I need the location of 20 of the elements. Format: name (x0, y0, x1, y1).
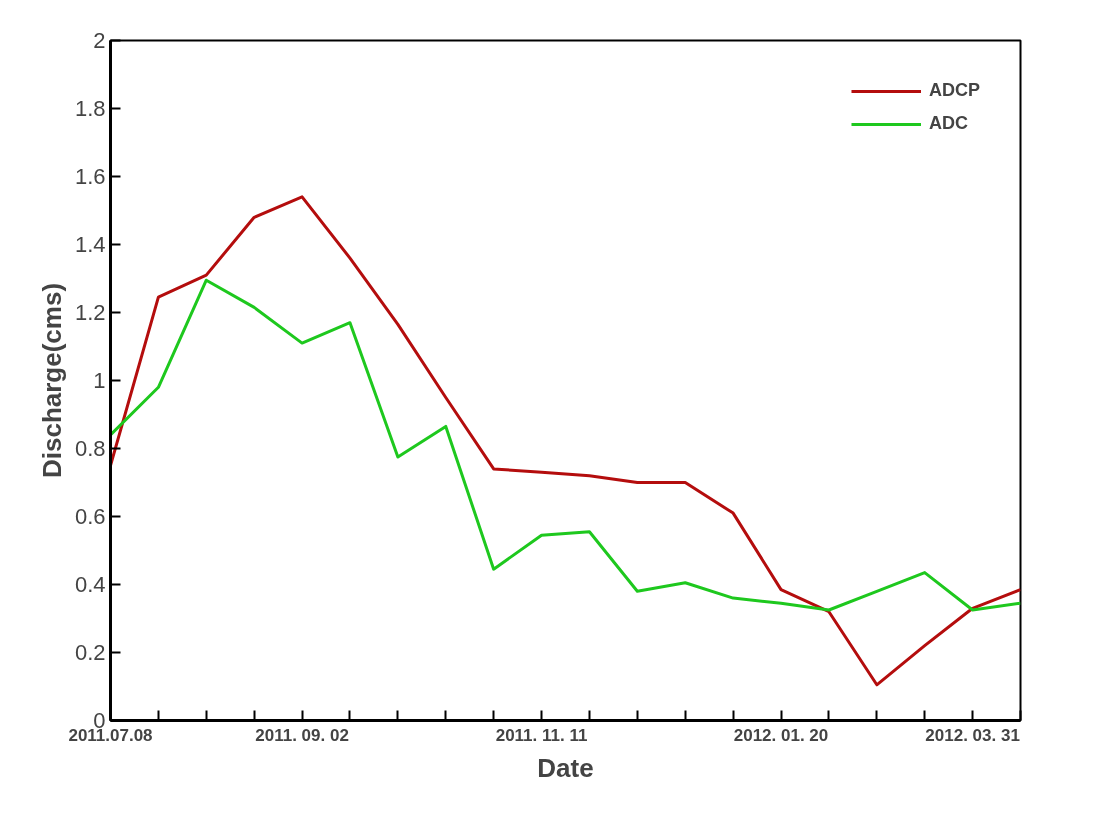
y-tick-label: 2 (93, 28, 106, 53)
x-axis-title: Date (537, 752, 594, 783)
y-tick-label: 0.2 (74, 640, 106, 665)
legend-label: ADC (928, 113, 968, 134)
y-tick-label: 0.6 (74, 504, 106, 529)
y-tick-label: 1.8 (74, 96, 106, 121)
x-tick-label: 2012. 03. 31 (925, 725, 1020, 745)
x-tick-label: 2011. 11. 11 (495, 725, 588, 745)
y-tick-label: 1.4 (74, 232, 106, 257)
y-tick-label: 0.8 (74, 436, 106, 461)
y-tick-label: 1.6 (74, 164, 106, 189)
x-tick-label: 2012. 01. 20 (733, 725, 829, 745)
y-tick-label: 0.4 (74, 572, 106, 597)
y-tick-label: 1 (93, 368, 106, 393)
line-series (110, 278, 1021, 612)
line-series (110, 195, 1021, 687)
x-tick-label: 2011. 09. 02 (255, 725, 349, 745)
y-tick-label: 1.2 (74, 300, 106, 325)
legend-label: ADCP (928, 80, 980, 101)
y-axis-title: Discharge(cms) (36, 282, 67, 479)
